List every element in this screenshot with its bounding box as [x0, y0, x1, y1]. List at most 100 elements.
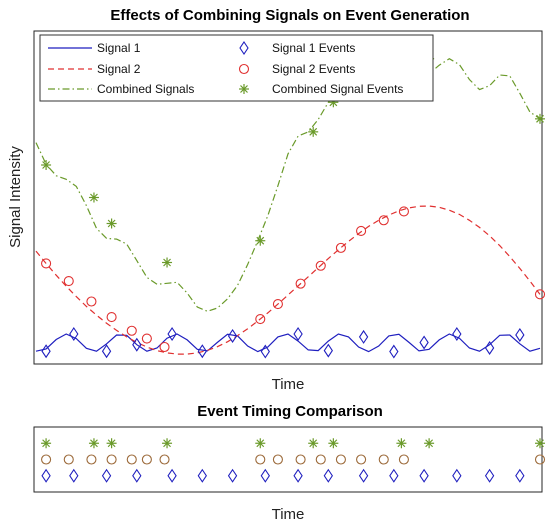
point-combined-signal-events: [41, 160, 52, 170]
timing-signal-1-events: [260, 468, 270, 483]
point-signal-1-events: [293, 327, 303, 341]
legend-label-signal-2: Signal 2: [97, 62, 141, 76]
point-signal-1-events: [515, 327, 525, 342]
timing-signal-2-events: [106, 454, 117, 465]
point-signal-1-events: [323, 343, 333, 358]
timing-signal-2-events: [86, 454, 97, 465]
legend-label-signal-1-events: Signal 1 Events: [272, 41, 355, 55]
point-signal-2-events: [534, 289, 546, 300]
timing-signal-1-events: [101, 468, 112, 483]
timing-combined-signal-events: [308, 438, 319, 449]
timing-signal-1-events: [452, 468, 462, 483]
timing-signal-2-events: [315, 454, 326, 465]
point-signal-2-events: [255, 313, 266, 325]
timing-signal-2-events: [398, 454, 409, 465]
timing-combined-signal-events: [424, 438, 435, 449]
timing-combined-signal-events: [396, 438, 407, 449]
timing-signal-1-events: [484, 468, 495, 483]
point-signal-2-events: [315, 260, 326, 271]
point-combined-signal-events: [162, 257, 173, 268]
legend-label-signal-2-events: Signal 2 Events: [272, 62, 355, 76]
point-signal-1-events: [101, 344, 112, 359]
point-signal-1-events: [41, 344, 51, 359]
point-combined-signal-events: [88, 192, 99, 203]
point-signal-1-events: [132, 337, 142, 352]
bottom-x-axis-label: Time: [272, 506, 305, 523]
timing-signal-1-events: [41, 468, 51, 483]
point-signal-1-events: [484, 340, 495, 355]
timing-signal-2-events: [141, 454, 152, 465]
point-signal-2-events: [295, 278, 306, 289]
point-signal-1-events: [227, 328, 238, 343]
timing-signal-2-events: [272, 454, 283, 465]
timing-signal-2-events: [335, 454, 346, 465]
point-signal-1-events: [419, 335, 429, 350]
point-signal-2-events: [272, 299, 283, 310]
timing-signal-1-events: [358, 468, 369, 483]
timing-signal-2-events: [63, 454, 74, 465]
point-signal-2-events: [86, 296, 97, 307]
timing-combined-signal-events: [88, 438, 99, 449]
bottom-plot-area: [33, 426, 543, 493]
point-signal-2-events: [398, 206, 409, 217]
legend-marker-combined-signal-events: [239, 84, 249, 94]
timing-signal-2-events: [534, 454, 546, 465]
legend: Signal 1 Signal 2 Combined Signals Signa…: [39, 34, 434, 102]
point-signal-2-events: [378, 215, 389, 226]
timing-signal-1-events: [515, 468, 525, 483]
timing-signal-1-events: [389, 468, 399, 483]
point-combined-signal-events: [308, 126, 319, 137]
timing-signal-2-events: [295, 454, 306, 465]
top-chart-title: Effects of Combining Signals on Event Ge…: [110, 7, 469, 24]
point-signal-2-events: [335, 242, 346, 253]
timing-signal-2-events: [41, 454, 52, 465]
legend-label-combined-signals: Combined Signals: [97, 82, 194, 96]
timing-signal-2-events: [378, 454, 389, 465]
timing-signal-2-events: [126, 454, 137, 465]
legend-label-signal-1: Signal 1: [97, 41, 141, 55]
bottom-chart-title: Event Timing Comparison: [197, 403, 383, 420]
legend-marker-circle: [238, 63, 250, 75]
timing-signal-1-events: [323, 468, 333, 483]
point-signal-1-events: [197, 344, 207, 359]
top-x-axis-label: Time: [272, 376, 305, 393]
timing-signal-2-events: [356, 454, 367, 465]
legend-marker-signal-2-events: [238, 63, 250, 75]
timing-signal-2-events: [159, 454, 170, 465]
timing-combined-signal-events: [255, 438, 266, 449]
series-line-combined-signals: [35, 57, 541, 312]
point-signal-2-events: [356, 225, 367, 237]
legend-marker-diamond: [239, 41, 249, 55]
legend-box: [39, 34, 434, 102]
point-signal-1-events: [358, 329, 369, 344]
point-signal-1-events: [69, 327, 79, 341]
point-combined-signal-events: [535, 113, 545, 124]
point-signal-1-events: [452, 327, 462, 341]
timing-signal-1-events: [197, 468, 207, 483]
point-signal-2-events: [159, 341, 170, 353]
legend-marker-signal-1-events: [239, 41, 249, 55]
series-line-signal-1: [35, 333, 541, 353]
timing-combined-signal-events: [535, 438, 545, 449]
legend-label-combined-signal-events: Combined Signal Events: [272, 82, 403, 96]
point-signal-1-events: [389, 344, 399, 359]
point-signal-2-events: [126, 325, 137, 336]
timing-combined-signal-events: [162, 438, 173, 449]
timing-combined-signal-events: [41, 438, 52, 449]
point-signal-2-events: [106, 312, 117, 323]
timing-signal-1-events: [132, 468, 142, 483]
timing-signal-1-events: [419, 468, 429, 483]
point-combined-signal-events: [255, 235, 266, 246]
timing-signal-2-events: [255, 454, 266, 465]
timing-signal-1-events: [293, 468, 303, 483]
point-signal-2-events: [141, 333, 152, 344]
timing-combined-signal-events: [106, 438, 117, 449]
point-signal-2-events: [41, 258, 52, 269]
top-y-axis-label: Signal Intensity: [7, 146, 24, 248]
timing-signal-1-events: [69, 468, 79, 483]
bottom-plot-marks: [41, 438, 546, 483]
timing-signal-1-events: [227, 468, 238, 483]
timing-signal-1-events: [167, 468, 177, 483]
legend-marker-asterisk: [239, 84, 249, 94]
